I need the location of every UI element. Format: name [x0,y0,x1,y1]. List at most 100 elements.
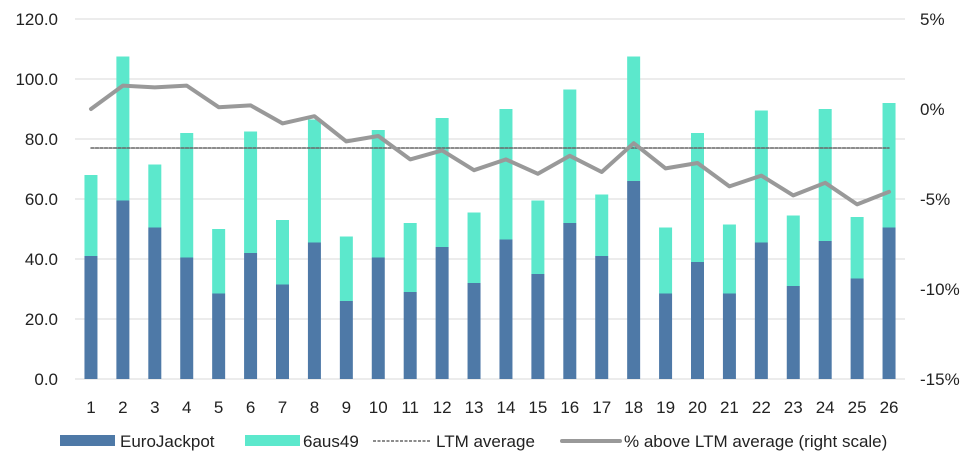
x-tick-label: 1 [86,398,95,417]
x-tick-label: 12 [433,398,452,417]
x-tick-label: 11 [401,398,419,417]
x-tick-label: 21 [720,398,739,417]
bar-eurojackpot [307,242,321,379]
legend: EuroJackpot 6aus49 LTM average % above LTM … [60,432,887,451]
bar-6aus49 [595,194,609,256]
x-tick-label: 22 [752,398,771,417]
legend-swatch [245,435,300,446]
bar-eurojackpot [818,241,832,379]
left-tick-label: 40.0 [25,250,58,269]
x-tick-label: 26 [880,398,899,417]
right-tick-label: 5% [920,10,945,29]
bar-6aus49 [659,227,673,294]
bar-eurojackpot [116,200,130,379]
bar-6aus49 [212,229,226,294]
bar-6aus49 [307,119,321,243]
bar-6aus49 [467,212,481,283]
bar-6aus49 [499,109,513,240]
x-tick-label: 17 [592,398,611,417]
x-tick-label: 7 [278,398,287,417]
bar-6aus49 [435,118,449,247]
x-tick-label: 13 [465,398,484,417]
left-tick-label: 100.0 [15,70,58,89]
bar-6aus49 [84,175,98,256]
legend-label: LTM average [436,432,535,451]
bar-6aus49 [850,217,864,279]
bar-eurojackpot [754,242,768,379]
bar-6aus49 [116,56,130,201]
x-tick-label: 19 [656,398,675,417]
legend-label: % above LTM average (right scale) [624,432,887,451]
gridlines [75,18,905,380]
legend-label: EuroJackpot [120,432,215,451]
legend-item: LTM average [373,432,535,451]
bar-eurojackpot [180,257,194,379]
x-tick-label: 25 [848,398,867,417]
x-tick-label: 24 [816,398,835,417]
bar-eurojackpot [786,286,800,379]
left-tick-label: 80.0 [25,130,58,149]
left-axis-ticks: 0.0 20.0 40.0 60.0 80.0 100.0 120.0 [15,10,58,389]
bar-6aus49 [786,215,800,286]
x-tick-label: 6 [246,398,255,417]
bar-6aus49 [180,133,194,258]
bar-6aus49 [244,131,258,253]
right-tick-label: 0% [920,100,945,119]
bar-eurojackpot [722,293,736,379]
x-tick-label: 3 [150,398,159,417]
bar-eurojackpot [403,292,417,379]
x-tick-label: 2 [118,398,127,417]
right-axis-ticks: -15% -10% -5% 0% 5% [920,10,960,389]
bar-eurojackpot [531,274,545,379]
bar-eurojackpot [882,227,896,379]
bar-6aus49 [403,223,417,292]
x-tick-label: 5 [214,398,223,417]
bar-eurojackpot [499,239,513,379]
bar-eurojackpot [212,293,226,379]
x-tick-label: 14 [497,398,516,417]
left-tick-label: 20.0 [25,310,58,329]
bar-6aus49 [691,133,704,262]
bar-6aus49 [148,164,162,228]
bar-6aus49 [371,130,385,258]
bar-eurojackpot [371,257,385,379]
x-axis-ticks: 1 2 3 4 5 6 7 8 9 10 11 12 13 14 15 16 17 18 19 20 21 22 23 24 2… [86,398,898,417]
right-tick-label: -10% [920,280,960,299]
bar-eurojackpot [595,256,609,379]
x-tick-label: 15 [528,398,547,417]
legend-item: 6aus49 [245,432,359,451]
x-tick-label: 4 [182,398,191,417]
x-tick-label: 10 [369,398,388,417]
bar-eurojackpot [244,253,258,379]
legend-swatch [60,435,115,446]
lines [89,83,891,207]
bar-eurojackpot [148,227,162,379]
x-tick-label: 9 [342,398,351,417]
bar-eurojackpot [691,262,704,379]
bar-eurojackpot [850,278,864,379]
bar-eurojackpot [276,284,289,379]
bar-eurojackpot [339,301,353,379]
right-tick-label: -15% [920,370,960,389]
bar-6aus49 [339,236,353,301]
series-line--above-ltm-average-right-scale [89,83,891,207]
right-tick-label: -5% [920,190,950,209]
bar-eurojackpot [435,247,449,379]
bars [84,56,896,379]
bar-eurojackpot [467,283,481,379]
legend-item: % above LTM average (right scale) [560,432,887,451]
bar-6aus49 [818,109,832,241]
bar-eurojackpot [627,181,641,379]
bar-6aus49 [722,224,736,294]
left-tick-label: 120.0 [15,10,58,29]
bar-eurojackpot [659,293,673,379]
bar-eurojackpot [563,223,577,379]
left-tick-label: 0.0 [34,370,58,389]
bar-eurojackpot [84,256,98,379]
bar-6aus49 [882,103,896,228]
legend-item: EuroJackpot [60,432,215,451]
x-tick-label: 23 [784,398,803,417]
x-tick-label: 20 [688,398,707,417]
